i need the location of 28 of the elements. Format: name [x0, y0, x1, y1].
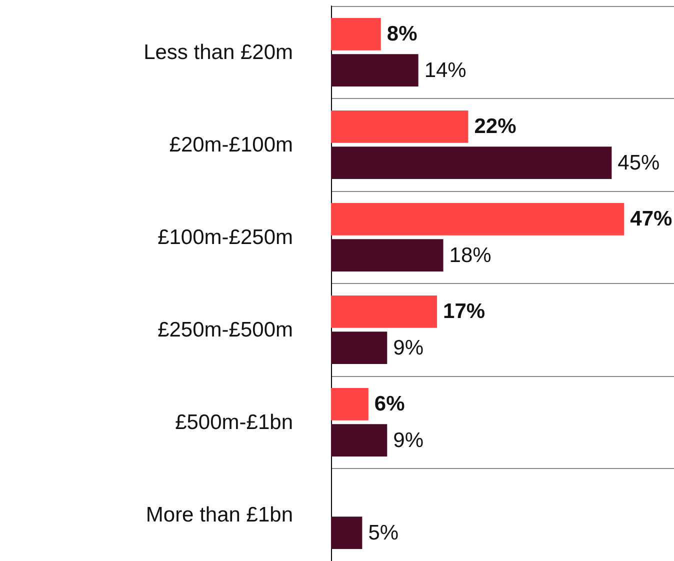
y-tick-label: More than £1bn: [146, 503, 293, 526]
y-tick-label: £100m-£250m: [158, 226, 293, 249]
data-label: 14%: [424, 58, 466, 82]
data-label: 9%: [393, 336, 424, 360]
bar: [331, 54, 418, 86]
bar: [331, 146, 612, 179]
data-label: 9%: [393, 428, 424, 452]
data-label: 18%: [449, 244, 492, 267]
y-tick-label: £250m-£500m: [158, 318, 293, 342]
y-tick-label: £20m-£100m: [169, 133, 293, 156]
bar: [331, 516, 362, 549]
bar: [331, 203, 624, 236]
bar: [331, 110, 468, 143]
bar: [331, 388, 368, 420]
y-tick-label: Less than £20m: [144, 40, 293, 64]
data-label: 8%: [386, 22, 418, 46]
bar: [331, 296, 438, 328]
data-label: 6%: [374, 392, 406, 416]
bar: [331, 239, 444, 272]
data-label: 17%: [443, 300, 486, 324]
data-label: 45%: [618, 151, 660, 174]
y-tick-label: £500m-£1bn: [175, 410, 293, 434]
data-label: 47%: [630, 208, 673, 231]
bar: [331, 18, 381, 50]
data-label: 5%: [368, 521, 399, 544]
bar: [331, 424, 388, 456]
bar: [331, 332, 388, 364]
data-label: 22%: [474, 115, 517, 138]
